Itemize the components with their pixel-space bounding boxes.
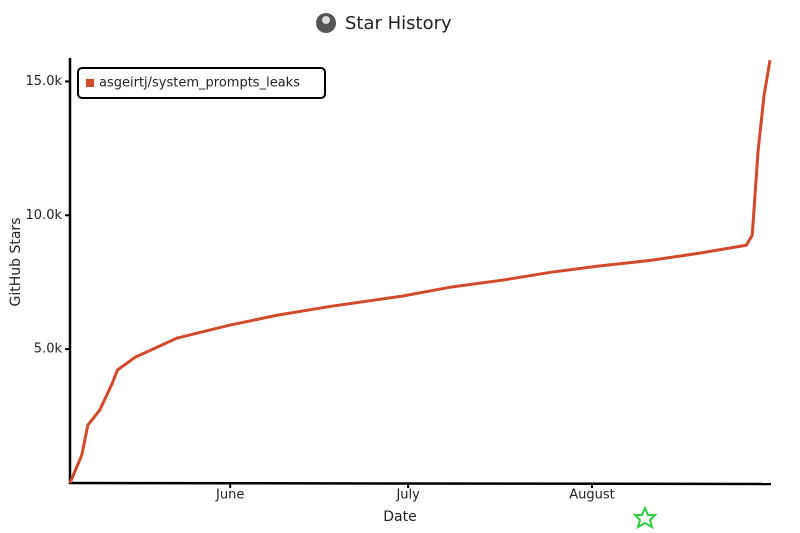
avatar-face: [322, 16, 330, 24]
legend-label: asgeirtj/system_prompts_leaks: [99, 76, 300, 91]
y-tick-label: 15.0k: [26, 74, 63, 89]
x-axis-title: Date: [383, 509, 416, 525]
x-tick-label: July: [395, 488, 420, 503]
legend-swatch: [86, 79, 94, 87]
x-tick-label: June: [215, 488, 244, 503]
y-tick-label: 5.0k: [34, 342, 63, 357]
chart-title: Star History: [345, 13, 452, 34]
legend-box: [77, 67, 326, 99]
y-axis-title: GitHub Stars: [8, 218, 24, 307]
y-tick-label: 10.0k: [26, 208, 63, 223]
x-axis: [68, 481, 772, 486]
line: [68, 60, 772, 484]
x-tick-label: August: [569, 488, 615, 503]
watermark-star: [632, 505, 658, 530]
